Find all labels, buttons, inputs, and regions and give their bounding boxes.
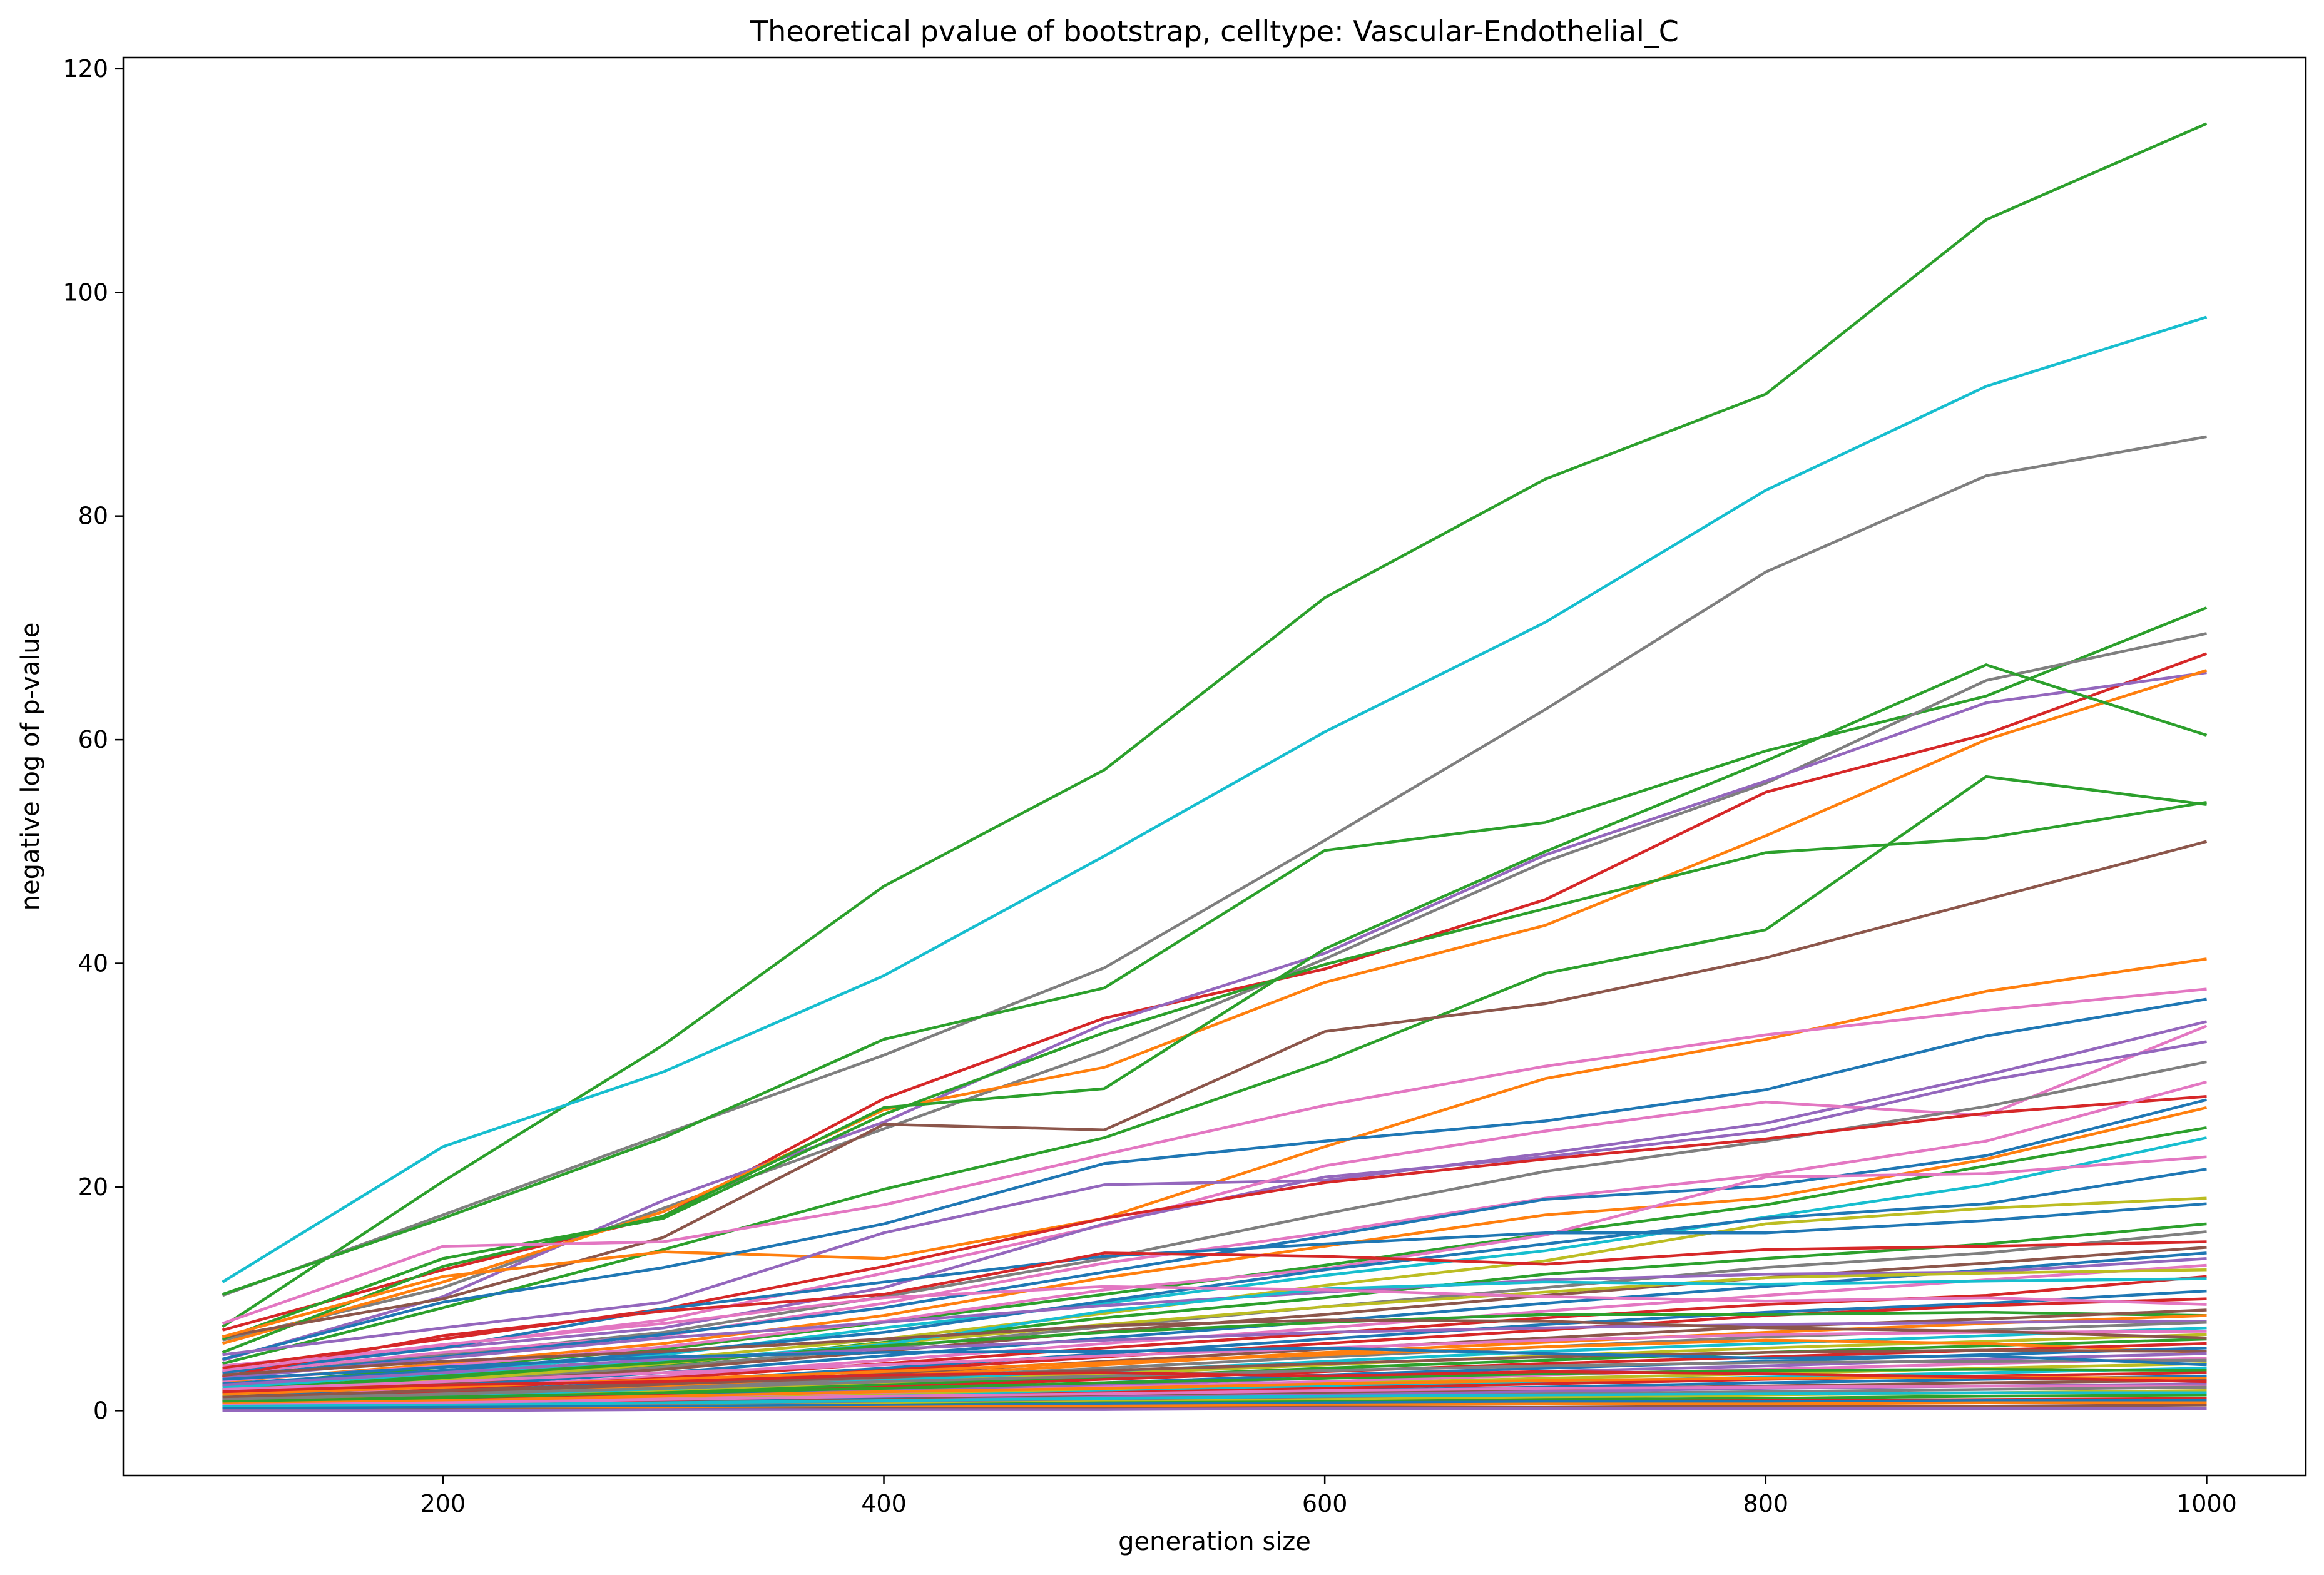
series-line-72 bbox=[222, 1399, 2207, 1410]
series-line-21 bbox=[222, 1080, 2208, 1375]
series-line-7 bbox=[222, 671, 2207, 1362]
x-tick-label: 1000 bbox=[2176, 1490, 2237, 1517]
y-tick-label: 20 bbox=[78, 1173, 108, 1201]
series-line-8 bbox=[222, 669, 2208, 1345]
x-tick-label: 800 bbox=[1743, 1490, 1789, 1517]
series-line-60 bbox=[222, 1367, 2207, 1404]
x-axis-label: generation size bbox=[1118, 1527, 1311, 1556]
series-line-14 bbox=[222, 987, 2207, 1325]
series-line-29 bbox=[222, 1202, 2207, 1374]
series-line-34 bbox=[222, 1251, 2207, 1400]
series-line-77 bbox=[222, 1318, 2207, 1377]
series-line-39 bbox=[222, 1277, 2207, 1389]
series-line-78 bbox=[222, 1347, 2207, 1381]
series-line-11 bbox=[222, 800, 2207, 1341]
plot-frame bbox=[122, 56, 2307, 1477]
series-line-45 bbox=[222, 1320, 2207, 1387]
series-line-4 bbox=[222, 606, 2208, 1296]
series-line-12 bbox=[222, 840, 2208, 1338]
x-axis: 200 400 600 800 1000 bbox=[420, 1476, 2237, 1517]
series-line-32 bbox=[222, 1240, 2207, 1379]
series-layer bbox=[222, 122, 2208, 1412]
series-line-75 bbox=[222, 1407, 2207, 1412]
x-tick-label: 200 bbox=[420, 1490, 466, 1517]
series-line-63 bbox=[222, 1375, 2207, 1405]
y-tick-label: 100 bbox=[63, 278, 108, 306]
series-line-23 bbox=[222, 1106, 2208, 1384]
y-tick-label: 40 bbox=[78, 950, 108, 977]
chart-title: Theoretical pvalue of bootstrap, celltyp… bbox=[750, 14, 1679, 48]
series-line-69 bbox=[222, 1391, 2207, 1408]
series-line-15 bbox=[222, 997, 2207, 1361]
y-axis: 0 20 40 60 80 100 120 bbox=[63, 55, 123, 1424]
series-line-54 bbox=[222, 1348, 2207, 1399]
series-line-16 bbox=[222, 1020, 2208, 1357]
series-line-42 bbox=[222, 1310, 2207, 1392]
series-line-37 bbox=[222, 1268, 2207, 1397]
y-tick-label: 60 bbox=[78, 726, 108, 753]
series-line-48 bbox=[222, 1330, 2207, 1391]
y-tick-label: 80 bbox=[78, 502, 108, 530]
series-line-3 bbox=[222, 435, 2207, 1297]
series-line-10 bbox=[222, 775, 2207, 1365]
series-line-9 bbox=[222, 663, 2208, 1354]
series-line-79 bbox=[222, 1370, 2207, 1394]
series-line-1 bbox=[222, 122, 2208, 1328]
x-tick-label: 600 bbox=[1302, 1490, 1348, 1517]
x-tick-label: 400 bbox=[861, 1490, 907, 1517]
y-tick-label: 120 bbox=[63, 55, 108, 83]
y-tick-label: 0 bbox=[93, 1397, 108, 1424]
series-line-2 bbox=[222, 315, 2208, 1283]
y-axis-label: negative log of p-value bbox=[16, 623, 45, 911]
series-line-66 bbox=[222, 1384, 2207, 1407]
series-line-76 bbox=[222, 1285, 2207, 1372]
